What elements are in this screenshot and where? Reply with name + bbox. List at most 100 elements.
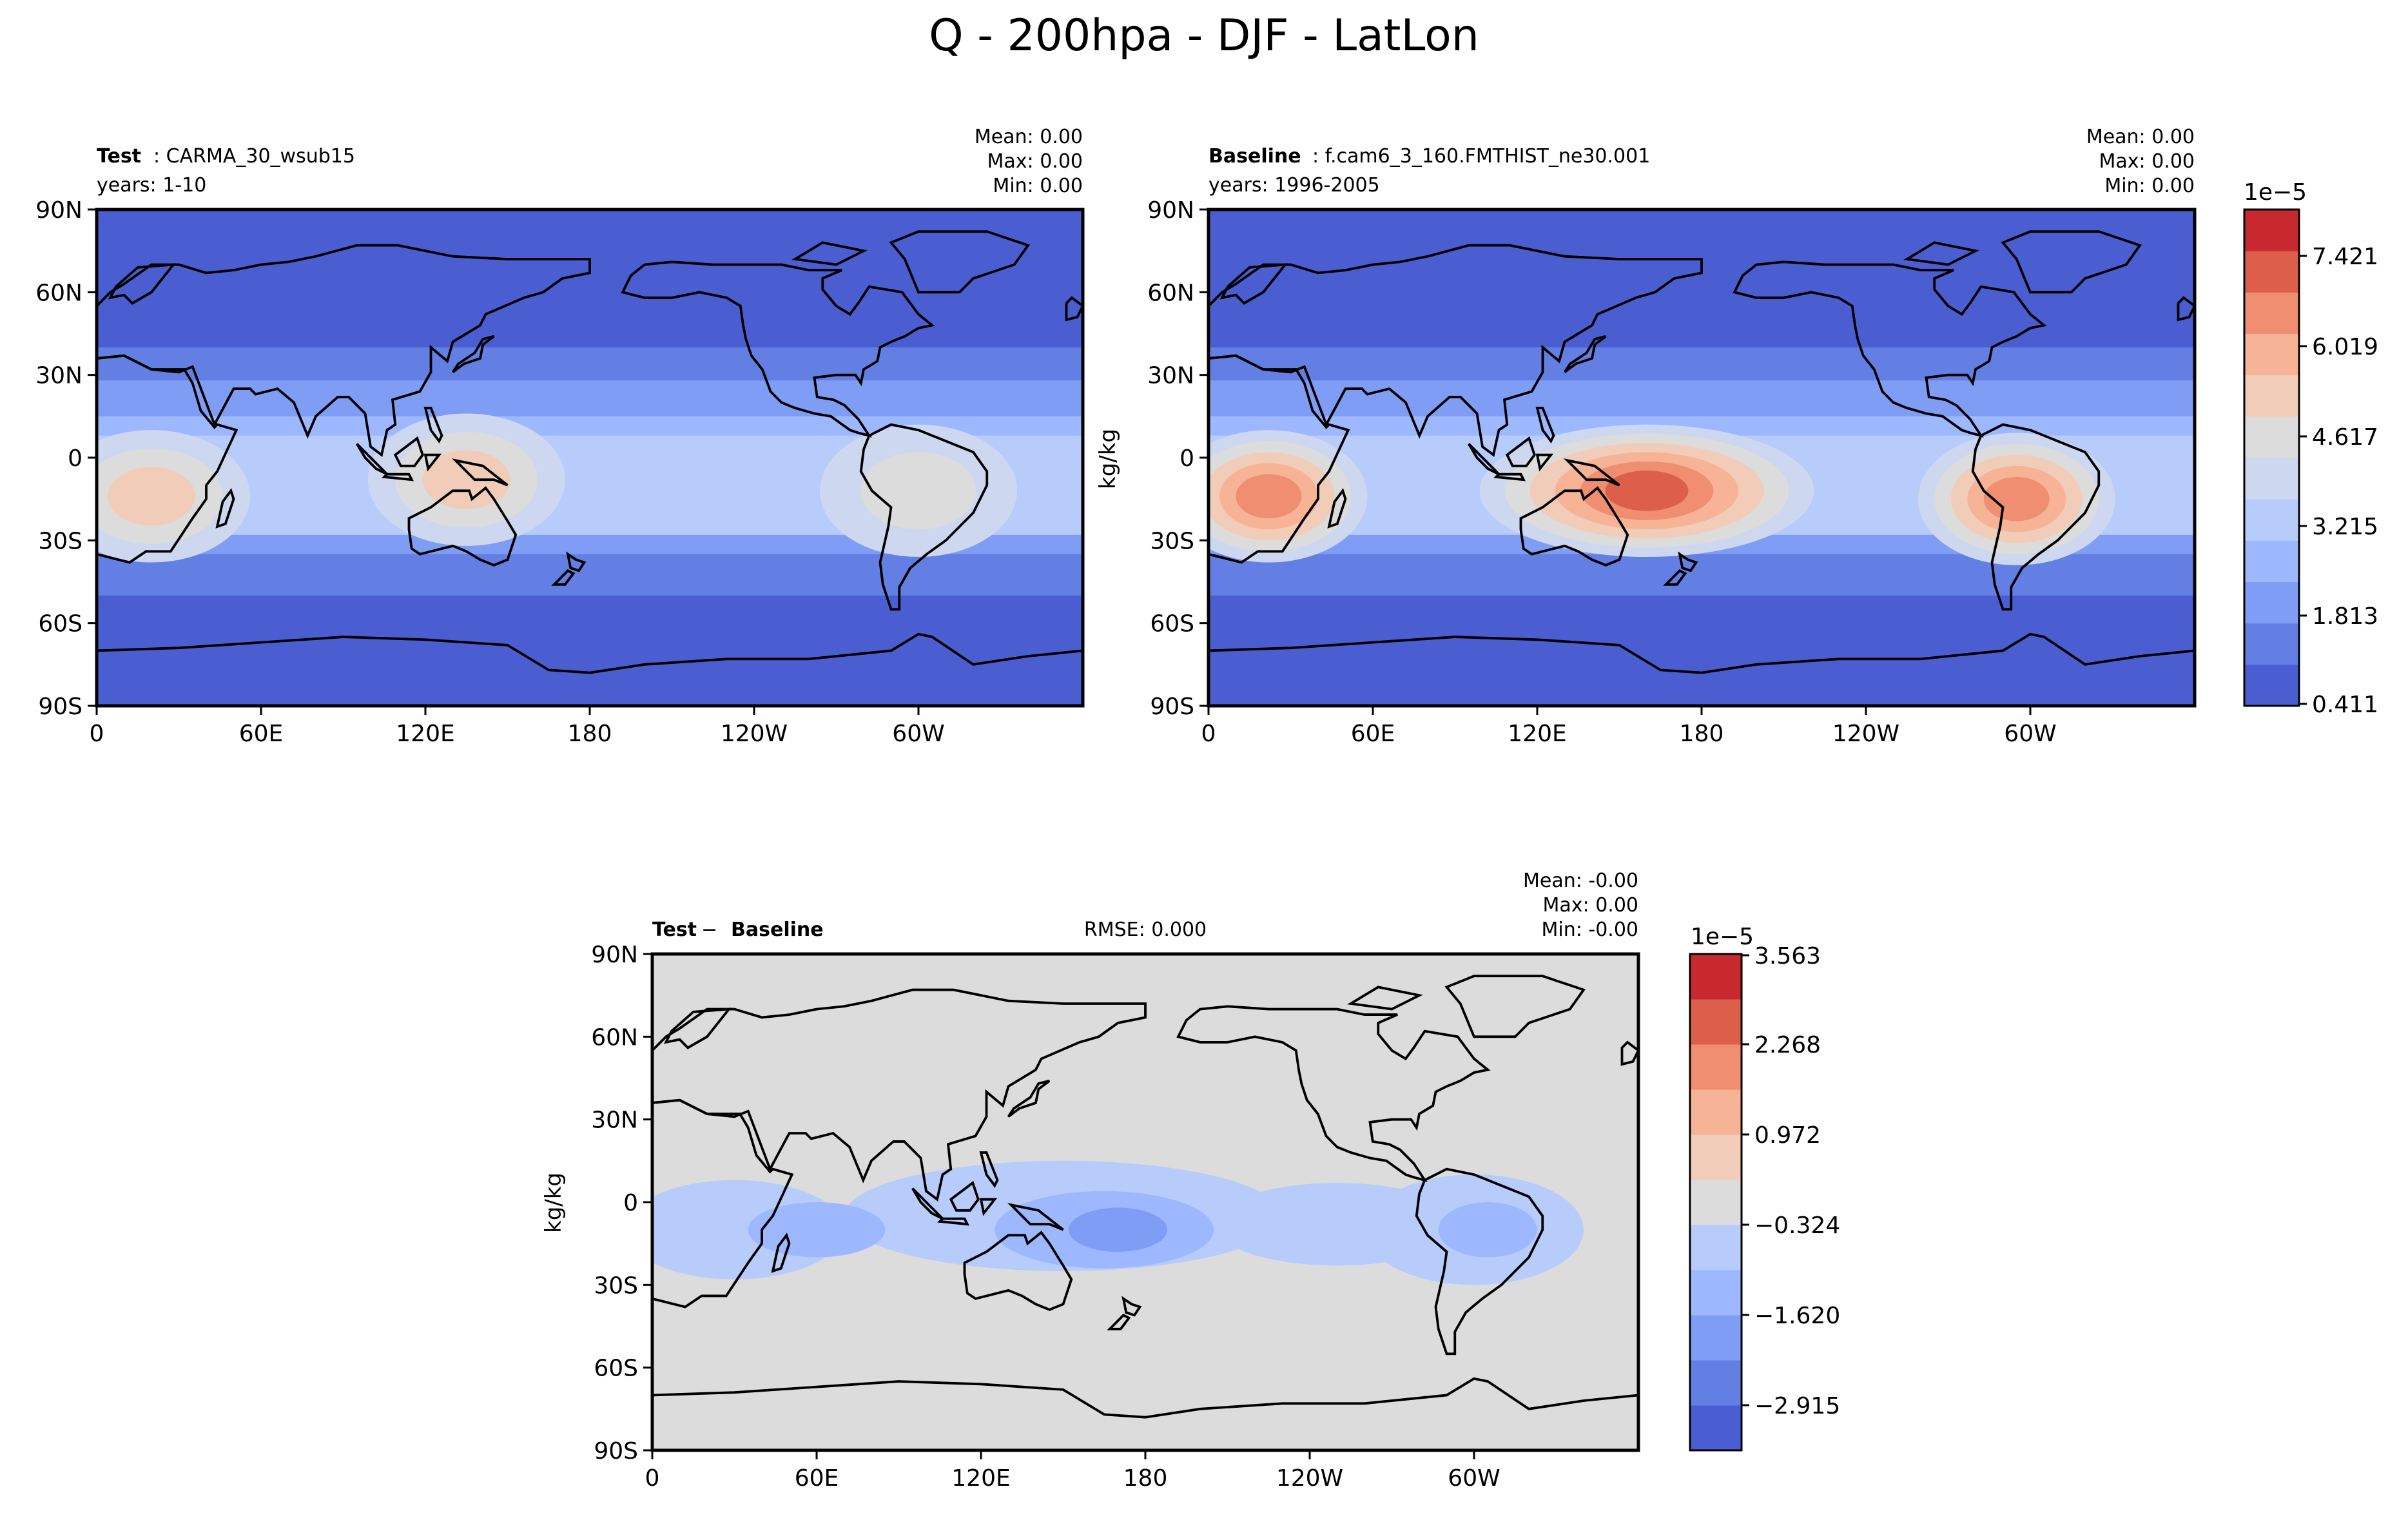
colorbar-segment — [2244, 375, 2299, 417]
colorbar-segment — [1690, 1315, 1742, 1361]
colorbar-segment — [2244, 251, 2299, 293]
x-tick-label: 120W — [1832, 721, 1899, 747]
field-band — [1209, 300, 2195, 348]
colorbar-segment — [2244, 416, 2299, 458]
field-band — [97, 554, 1083, 596]
y-tick-label: 60S — [594, 1356, 638, 1382]
diff-colorbar: 3.563 2.268 0.972 −0.324 −1.620 −2.915 — [1689, 943, 1840, 1452]
field-hotspot — [1236, 474, 1302, 519]
y-tick-label: 90N — [591, 942, 638, 968]
colorbar-tick-label: −0.324 — [1754, 1212, 1840, 1239]
field-blob — [1438, 1202, 1537, 1258]
colorbar-tick-label: 1.813 — [2312, 603, 2378, 630]
diff-colorbar-exponent: 1e−5 — [1691, 924, 1754, 950]
y-tick-label: 90S — [594, 1438, 638, 1464]
colorbar-segment — [1690, 1360, 1742, 1406]
baseline-y-ticks: 90N 60N 30N 0 30S 60S 90S — [1147, 197, 1209, 720]
test-stat-max: Max: 0.00 — [987, 150, 1083, 173]
y-tick-label: 30S — [1150, 528, 1194, 554]
y-tick-label: 30N — [1147, 363, 1194, 389]
baseline-panel: Baseline : f.cam6_3_160.FMTHIST_ne30.001… — [1095, 126, 2378, 747]
colorbar-tick-label: 7.421 — [2312, 244, 2378, 270]
colorbar-segment — [1690, 999, 1742, 1045]
y-tick-label: 60S — [38, 611, 83, 637]
colorbar-tick-label: 0.972 — [1754, 1122, 1821, 1149]
test-y-ticks: 90N 60N 30N 0 30S 60S 90S — [35, 197, 97, 720]
colorbar-tick-label: 3.215 — [2312, 514, 2378, 540]
colorbar-segment — [1690, 1225, 1742, 1270]
colorbar-segment — [1690, 1180, 1742, 1225]
y-tick-label: 30N — [35, 363, 83, 389]
test-stat-mean: Mean: 0.00 — [975, 126, 1083, 148]
x-tick-label: 180 — [1680, 721, 1724, 747]
baseline-stat-mean: Mean: 0.00 — [2086, 126, 2195, 148]
baseline-ylabel: kg/kg — [1095, 429, 1121, 489]
colorbar-frame — [2243, 208, 2300, 707]
test-stat-min: Min: 0.00 — [993, 175, 1083, 197]
y-tick-label: 90N — [1147, 197, 1194, 224]
baseline-x-ticks: 0 60E 120E 180 120W 60W — [1201, 706, 2057, 747]
field-hotspot — [108, 467, 195, 526]
field-hotspot — [422, 450, 510, 509]
field-band — [97, 209, 1083, 302]
x-tick-label: 120E — [951, 1465, 1010, 1492]
baseline-stat-min: Min: 0.00 — [2104, 175, 2195, 197]
x-tick-label: 60E — [239, 721, 284, 747]
colorbar-segment — [2244, 458, 2299, 500]
x-tick-label: 60W — [892, 721, 944, 747]
x-tick-label: 0 — [90, 721, 104, 747]
diff-label-op: − — [701, 919, 717, 941]
x-tick-label: 120W — [1276, 1465, 1343, 1492]
baseline-stat-max: Max: 0.00 — [2099, 150, 2195, 173]
field-hotspot — [860, 452, 976, 530]
colorbar-segment — [1690, 1134, 1742, 1180]
colorbar-segment — [2244, 333, 2299, 376]
diff-ylabel: kg/kg — [541, 1173, 567, 1233]
test-label-bold: Test — [97, 145, 141, 168]
diff-stat-mean: Mean: -0.00 — [1523, 870, 1638, 892]
colorbar-segment — [1690, 1089, 1742, 1135]
field-band — [97, 595, 1083, 706]
field-band — [97, 347, 1083, 382]
baseline-label-bold: Baseline — [1209, 145, 1301, 168]
diff-stat-min: Min: -0.00 — [1542, 919, 1639, 941]
x-tick-label: 180 — [568, 721, 612, 747]
x-tick-label: 60E — [1351, 721, 1395, 747]
colorbar-segment — [2244, 499, 2299, 541]
x-tick-label: 180 — [1123, 1465, 1168, 1492]
baseline-map-field — [1209, 209, 2195, 706]
field-band — [1209, 595, 2195, 706]
x-tick-label: 120E — [1508, 721, 1566, 747]
x-tick-label: 60E — [795, 1465, 839, 1492]
y-tick-label: 0 — [623, 1190, 638, 1216]
colorbar-segment — [1690, 1270, 1742, 1316]
diff-x-ticks: 0 60E 120E 180 120W 60W — [645, 1450, 1500, 1492]
y-tick-label: 60N — [591, 1024, 638, 1051]
y-tick-label: 90S — [38, 694, 83, 720]
y-tick-label: 30S — [38, 528, 83, 554]
x-tick-label: 120W — [721, 721, 788, 747]
diff-map-field — [652, 954, 1638, 1450]
baseline-colorbar: 0.411 1.813 3.215 4.617 6.019 7.421 — [2243, 208, 2378, 718]
field-hotspot — [1605, 470, 1689, 511]
colorbar-segment — [2244, 664, 2299, 706]
test-label-rest: : CARMA_30_wsub15 — [153, 145, 355, 168]
figure-title: Q - 200hpa - DJF - LatLon — [929, 10, 1479, 61]
colorbar-segment — [2244, 540, 2299, 582]
diff-rmse: RMSE: 0.000 — [1084, 919, 1207, 941]
y-tick-label: 60N — [1147, 280, 1194, 306]
colorbar-tick-label: 6.019 — [2312, 334, 2378, 360]
colorbar-tick-label: 0.411 — [2312, 692, 2378, 718]
colorbar-segment — [1690, 1044, 1742, 1090]
test-x-ticks: 0 60E 120E 180 120W 60W — [90, 706, 945, 747]
field-band — [97, 380, 1083, 417]
colorbar-tick-label: −2.915 — [1754, 1393, 1840, 1419]
y-tick-label: 30S — [594, 1272, 638, 1299]
y-tick-label: 60N — [35, 280, 83, 306]
colorbar-segment — [2244, 581, 2299, 624]
field-blob — [748, 1202, 886, 1258]
y-tick-label: 90N — [35, 197, 83, 224]
diff-panel: Test − Baseline RMSE: 0.000 Mean: -0.00 … — [541, 870, 1840, 1492]
y-tick-label: 0 — [68, 445, 83, 472]
colorbar-segment — [1690, 954, 1742, 1000]
